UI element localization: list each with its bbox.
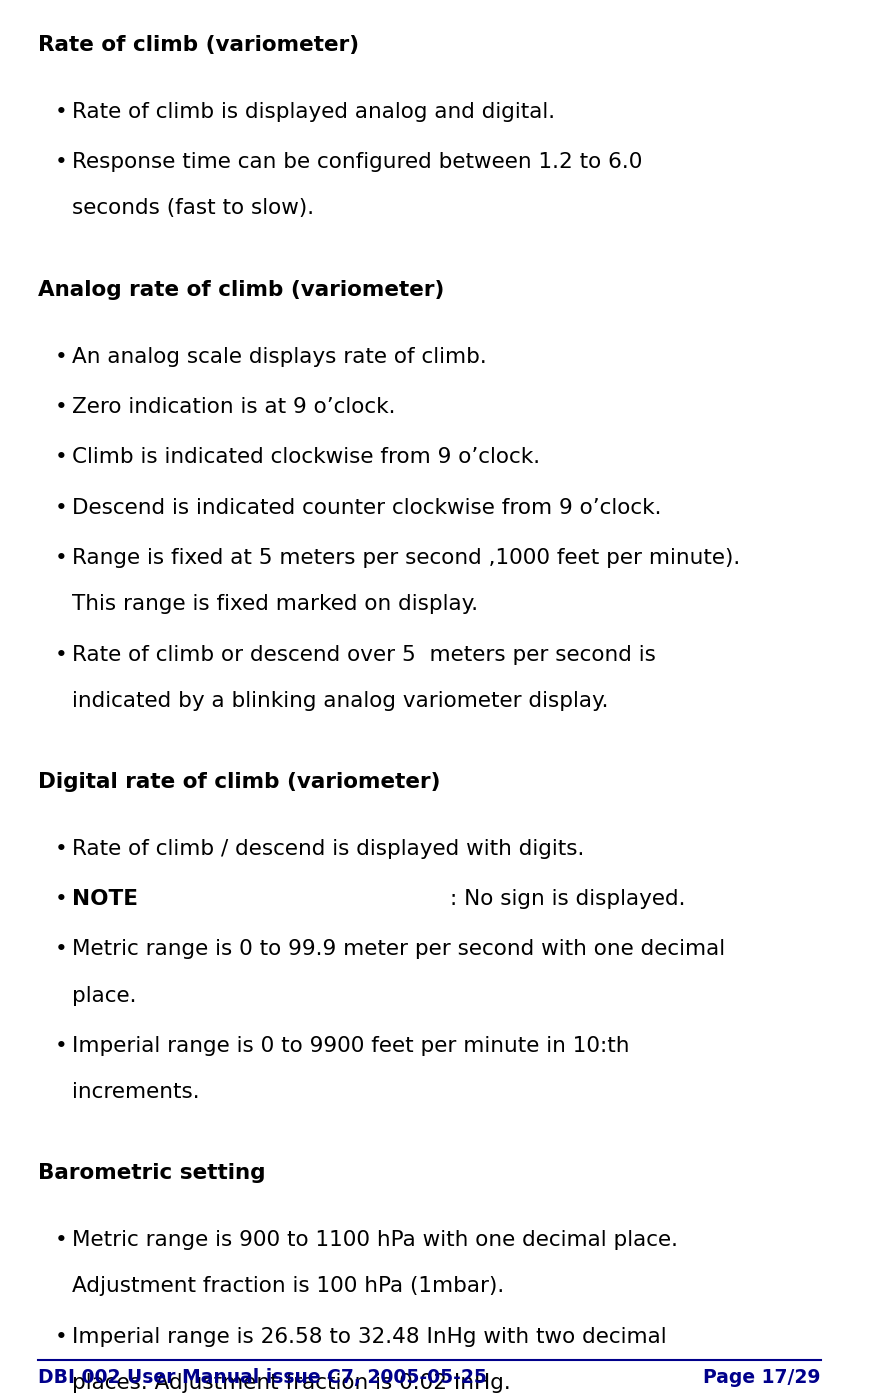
Text: Page 17/29: Page 17/29 xyxy=(703,1368,820,1388)
Text: •: • xyxy=(55,448,67,467)
Text: Adjustment fraction is 100 hPa (1mbar).: Adjustment fraction is 100 hPa (1mbar). xyxy=(72,1276,504,1297)
Text: •: • xyxy=(55,152,67,172)
Text: •: • xyxy=(55,1037,67,1056)
Text: Descend is indicated counter clockwise from 9 o’clock.: Descend is indicated counter clockwise f… xyxy=(72,498,662,518)
Text: seconds (fast to slow).: seconds (fast to slow). xyxy=(72,199,314,218)
Text: place.: place. xyxy=(72,986,136,1006)
Text: DBI 002 User Manual issue C7, 2005-05-25: DBI 002 User Manual issue C7, 2005-05-25 xyxy=(38,1368,487,1388)
Text: Rate of climb (variometer): Rate of climb (variometer) xyxy=(38,35,359,55)
Text: •: • xyxy=(55,890,67,909)
Text: Zero indication is at 9 o’clock.: Zero indication is at 9 o’clock. xyxy=(72,397,395,417)
Text: Climb is indicated clockwise from 9 o’clock.: Climb is indicated clockwise from 9 o’cl… xyxy=(72,448,540,467)
Text: •: • xyxy=(55,498,67,518)
Text: •: • xyxy=(55,645,67,665)
Text: •: • xyxy=(55,347,67,367)
Text: An analog scale displays rate of climb.: An analog scale displays rate of climb. xyxy=(72,347,486,367)
Text: •: • xyxy=(55,940,67,960)
Text: increments.: increments. xyxy=(72,1083,199,1102)
Text: Range is fixed at 5 meters per second ,1000 feet per minute).: Range is fixed at 5 meters per second ,1… xyxy=(72,548,740,568)
Text: indicated by a blinking analog variometer display.: indicated by a blinking analog variomete… xyxy=(72,691,609,711)
Text: •: • xyxy=(55,102,67,122)
Text: : No sign is displayed.: : No sign is displayed. xyxy=(449,890,685,909)
Text: Digital rate of climb (variometer): Digital rate of climb (variometer) xyxy=(38,772,440,792)
Text: •: • xyxy=(55,397,67,417)
Text: Barometric setting: Barometric setting xyxy=(38,1164,266,1184)
Text: Imperial range is 0 to 9900 feet per minute in 10:th: Imperial range is 0 to 9900 feet per min… xyxy=(72,1037,629,1056)
Text: Metric range is 0 to 99.9 meter per second with one decimal: Metric range is 0 to 99.9 meter per seco… xyxy=(72,940,725,960)
Text: •: • xyxy=(55,1326,67,1347)
Text: places. Adjustment fraction is 0.02 InHg.: places. Adjustment fraction is 0.02 InHg… xyxy=(72,1372,510,1393)
Text: This range is fixed marked on display.: This range is fixed marked on display. xyxy=(72,595,478,614)
Text: NOTE: NOTE xyxy=(72,890,138,909)
Text: Imperial range is 26.58 to 32.48 InHg with two decimal: Imperial range is 26.58 to 32.48 InHg wi… xyxy=(72,1326,666,1347)
Text: Rate of climb is displayed analog and digital.: Rate of climb is displayed analog and di… xyxy=(72,102,555,122)
Text: Analog rate of climb (variometer): Analog rate of climb (variometer) xyxy=(38,280,445,299)
Text: Metric range is 900 to 1100 hPa with one decimal place.: Metric range is 900 to 1100 hPa with one… xyxy=(72,1230,678,1251)
Text: •: • xyxy=(55,548,67,568)
Text: •: • xyxy=(55,1230,67,1251)
Text: Rate of climb or descend over 5  meters per second is: Rate of climb or descend over 5 meters p… xyxy=(72,645,656,665)
Text: Response time can be configured between 1.2 to 6.0: Response time can be configured between … xyxy=(72,152,642,172)
Text: •: • xyxy=(55,839,67,859)
Text: Rate of climb / descend is displayed with digits.: Rate of climb / descend is displayed wit… xyxy=(72,839,584,859)
